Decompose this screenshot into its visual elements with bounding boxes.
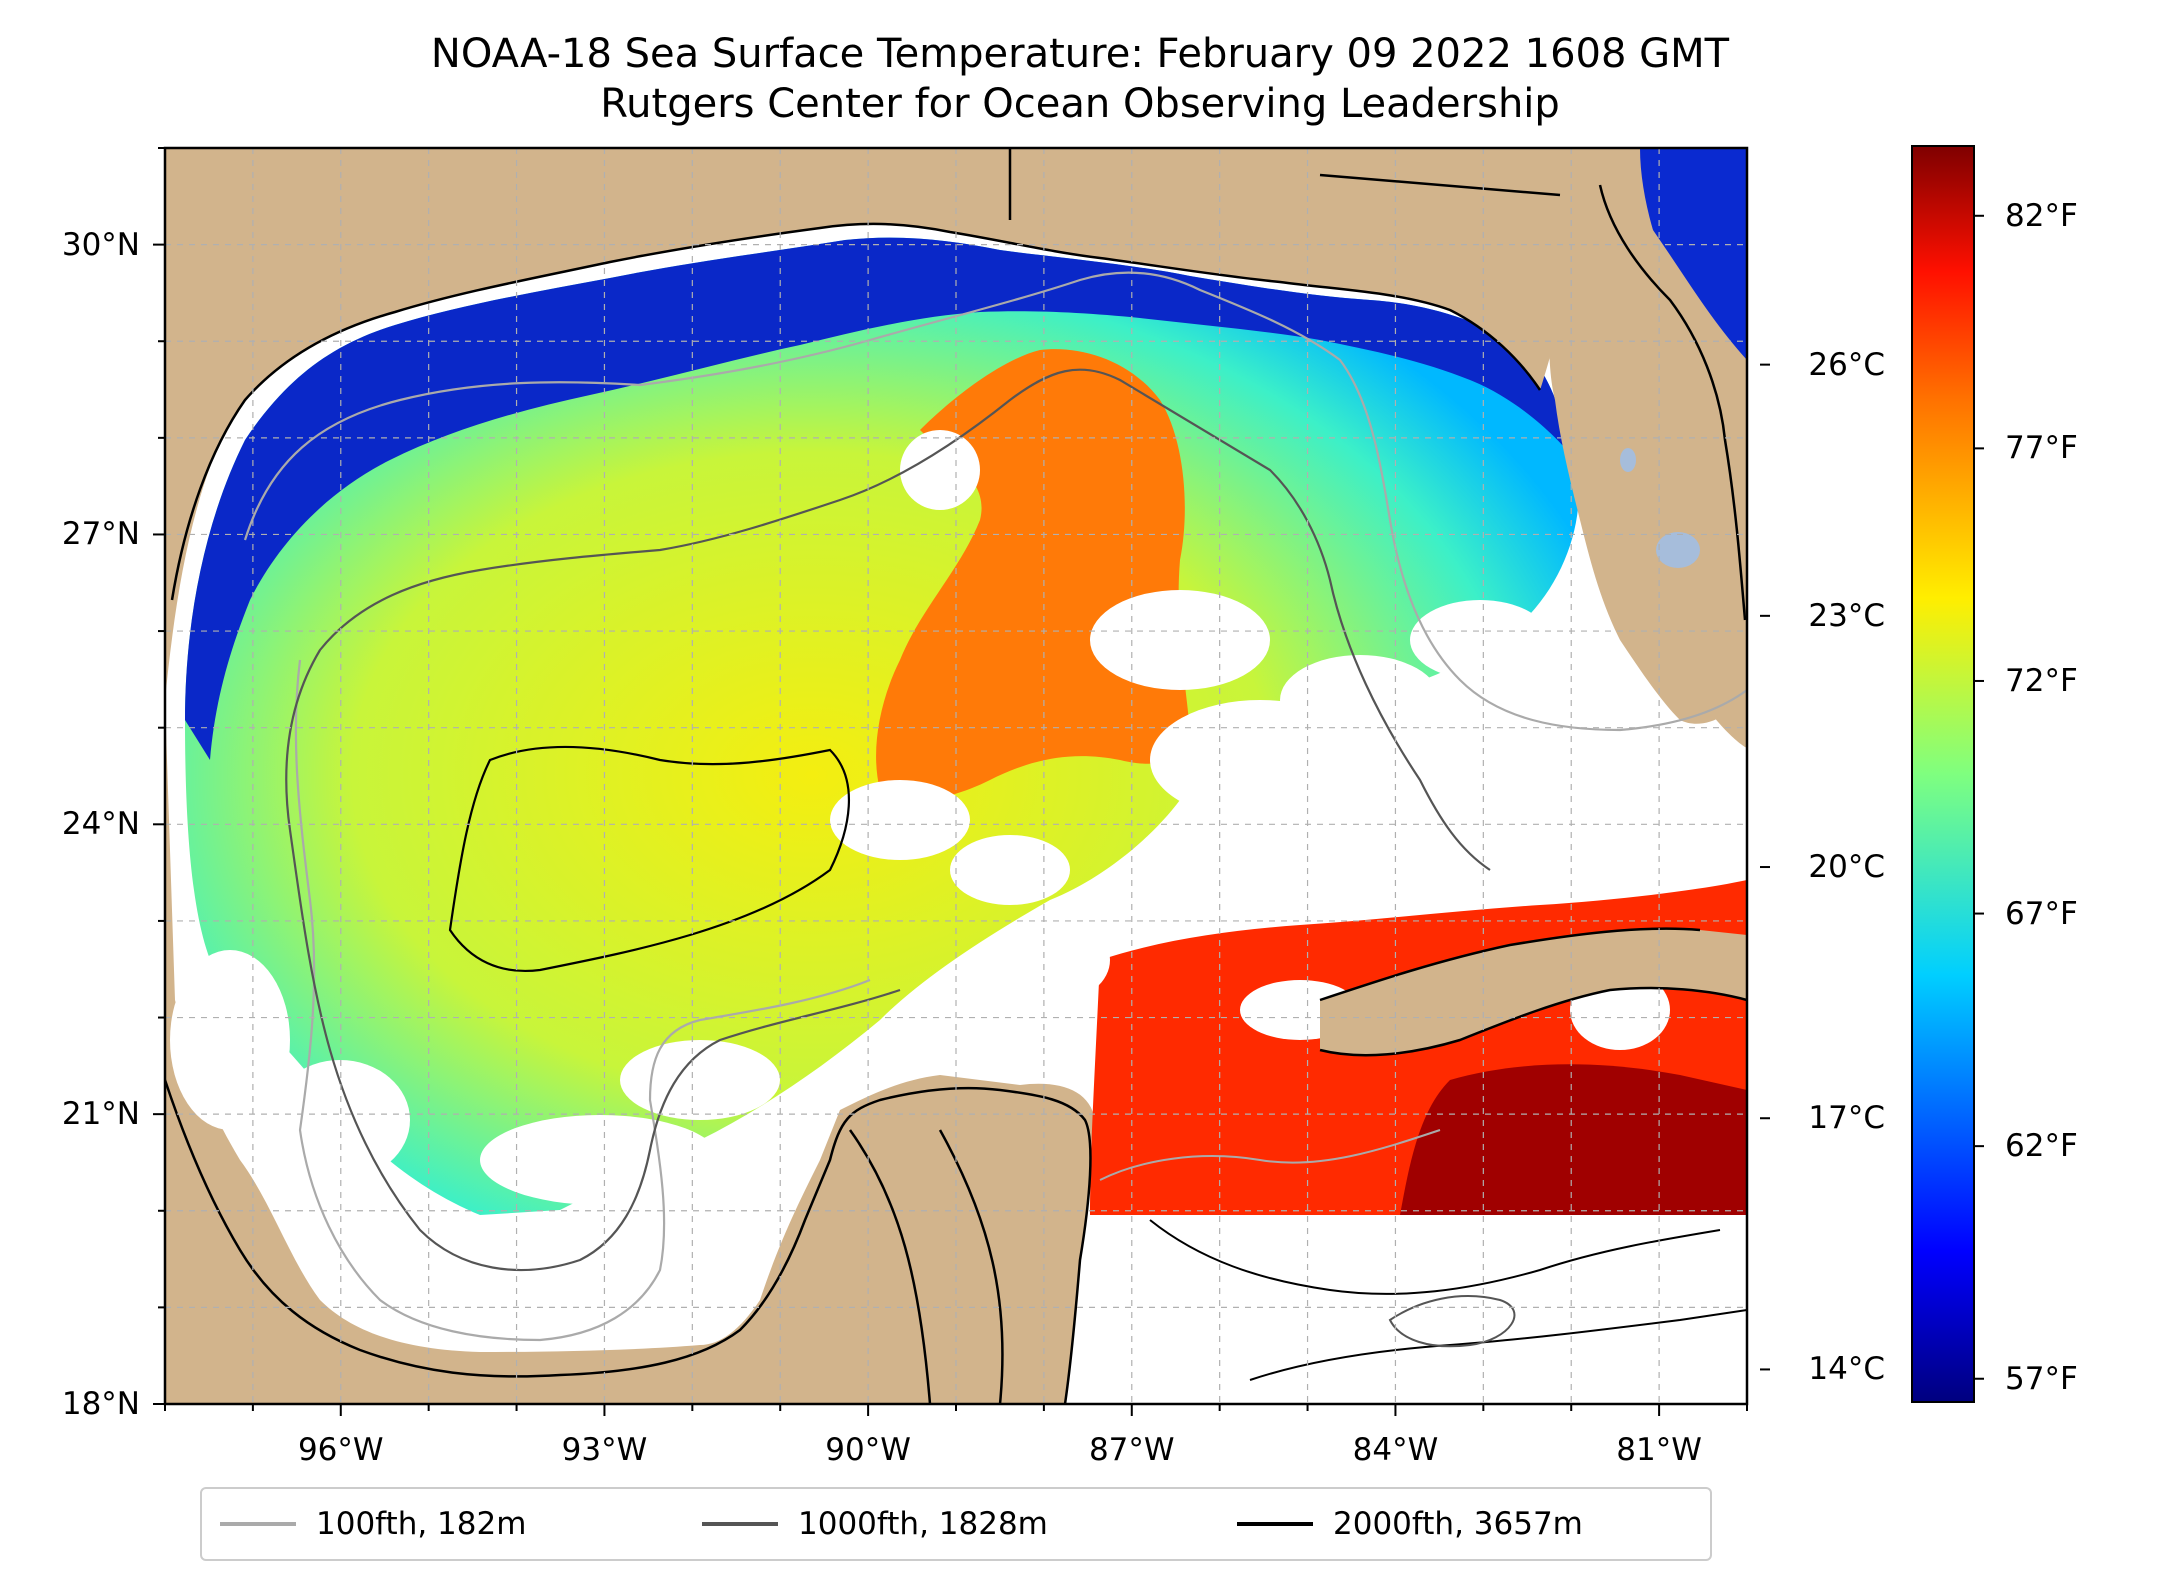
cloud-patch [900,430,980,510]
lake-okeechobee [1656,532,1700,568]
colorbar-f-label: 57°F [2005,1360,2078,1397]
legend-label: 100fth, 182m [316,1506,527,1542]
cloud-patch [170,950,290,1130]
cloud-patch [1280,655,1440,745]
colorbar-c-label: 20°C [1808,849,1885,886]
legend-label: 1000fth, 1828m [798,1506,1048,1542]
colorbar-f-label: 72°F [2005,662,2078,699]
land-us-gulf-coast [165,148,1600,640]
colorbar-ticks [1760,214,1984,1380]
sst-loop-current [876,349,1190,801]
contour-2000fth [448,745,850,972]
legend-item-100fth: 100fth, 182m [220,1489,526,1559]
colorbar-c-label: 17°C [1808,1100,1885,1137]
legend-item-1000fth: 1000fth, 1828m [702,1489,1048,1559]
colorbar-f-label: 62°F [2005,1128,2078,1165]
axis-ticks [153,147,1748,1416]
map-canvas [165,148,1747,1404]
legend-swatch [220,1522,296,1526]
cloud-patch [270,1060,410,1180]
sst-cold-shelf [185,237,1575,760]
lat-tick-label: 21°N [61,1096,140,1133]
lon-tick-label: 96°W [297,1432,384,1468]
colorbar-f-label: 67°F [2005,895,2078,932]
map-subtitle: Rutgers Center for Ocean Observing Leade… [600,81,1560,127]
lon-tick-label: 84°W [1352,1432,1439,1468]
colorbar-f-label: 77°F [2005,430,2078,467]
colorbar-f-label: 82°F [2005,197,2078,234]
lat-tick-label: 27°N [61,516,140,553]
cloud-patch [1010,920,1110,1000]
map-title: NOAA-18 Sea Surface Temperature: Februar… [430,31,1730,77]
cloud-patch [1340,850,1460,910]
cloud-patch [1090,590,1270,690]
legend-swatch [702,1522,778,1526]
bathymetry-contours [243,271,1747,1381]
lon-tick-label: 81°W [1616,1432,1702,1468]
coastlines [165,148,1747,1404]
lat-tick-label: 30°N [61,226,140,263]
cloud-patch [830,780,970,860]
grid-lines [165,148,1747,1404]
land-mexico [165,1080,1091,1404]
sst-atlantic-strip [1620,148,1747,360]
colorbar [1911,145,1975,1403]
lon-tick-label: 93°W [561,1432,648,1468]
legend-item-2000fth: 2000fth, 3657m [1237,1489,1583,1559]
land-cuba [1320,928,1747,1056]
lake-small [1620,448,1636,472]
cloud-patch [950,835,1070,905]
cloud-patch [1410,600,1550,680]
lat-tick-label: 18°N [61,1386,140,1422]
cloud-patch [480,1115,720,1205]
cloud-patch [620,1040,780,1120]
contour-100fth [243,271,1747,732]
contour-legend: 100fth, 182m 1000fth, 1828m 2000fth, 365… [200,1487,1712,1561]
colorbar-c-label: 26°C [1808,346,1885,383]
sst-caribbean-core [1400,1064,1747,1215]
lat-tick-label: 24°N [61,806,140,843]
colorbar-c-label: 14°C [1808,1351,1885,1388]
land-florida [1549,148,1747,724]
contour-1000fth [285,368,1491,871]
colorbar-c-label: 23°C [1808,597,1885,634]
lon-tick-label: 90°W [825,1432,911,1468]
lon-tick-label: 87°W [1088,1432,1175,1468]
legend-swatch [1237,1522,1313,1526]
legend-label: 2000fth, 3657m [1333,1506,1583,1542]
